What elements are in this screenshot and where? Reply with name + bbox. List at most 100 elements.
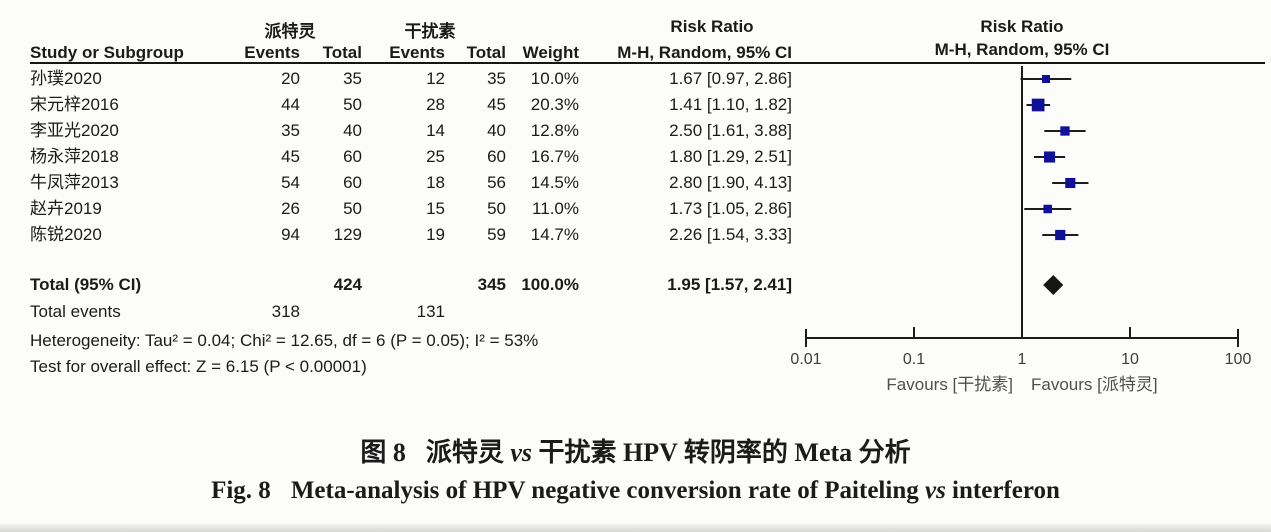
events-ctl-cell: 19 bbox=[426, 225, 445, 244]
total-ctl-cell: 40 bbox=[487, 121, 506, 140]
group-header-experimental: 派特灵 bbox=[264, 22, 316, 41]
total-events-exp: 318 bbox=[271, 302, 300, 321]
study-name: 宋元梓2016 bbox=[30, 95, 119, 114]
total-ci-text: 1.95 [1.57, 2.41] bbox=[667, 275, 792, 294]
study-marker bbox=[1043, 204, 1052, 214]
column-header-total-exp: Total bbox=[322, 43, 362, 62]
total-row: Total (95% CI) 424 345 100.0% 1.95 [1.57… bbox=[30, 272, 792, 298]
study-name: 李亚光2020 bbox=[30, 121, 119, 140]
ci-text-cell: 1.73 [1.05, 2.86] bbox=[669, 199, 792, 218]
ci-text-cell: 1.80 [1.29, 2.51] bbox=[669, 147, 792, 166]
weight-cell: 11.0% bbox=[532, 199, 579, 218]
events-exp-cell: 54 bbox=[281, 173, 300, 192]
events-ctl-cell: 25 bbox=[426, 147, 445, 166]
total-ctl-cell: 59 bbox=[487, 225, 506, 244]
study-name: 牛凤萍2013 bbox=[30, 173, 119, 192]
events-exp-cell: 45 bbox=[281, 147, 300, 166]
total-ctl-cell: 60 bbox=[487, 147, 506, 166]
axis-tick-label: 0.01 bbox=[790, 351, 821, 368]
summary-diamond bbox=[1043, 275, 1064, 295]
axis-tick-label: 1 bbox=[1018, 351, 1027, 368]
table-row: 李亚光2020 35 40 14 40 12.8% 2.50 [1.61, 3.88] bbox=[30, 118, 792, 144]
column-header-weight: Weight bbox=[522, 43, 579, 62]
total-total-exp: 424 bbox=[333, 275, 362, 294]
total-ctl-cell: 50 bbox=[487, 199, 506, 218]
study-name: 赵卉2019 bbox=[30, 199, 102, 218]
weight-cell: 20.3% bbox=[530, 95, 579, 114]
total-exp-cell: 50 bbox=[343, 199, 362, 218]
weight-cell: 12.8% bbox=[530, 121, 579, 140]
study-marker bbox=[1044, 151, 1056, 163]
total-events-ctl: 131 bbox=[416, 302, 445, 321]
total-exp-cell: 35 bbox=[343, 69, 362, 88]
events-ctl-cell: 14 bbox=[426, 121, 445, 140]
total-exp-cell: 60 bbox=[343, 147, 362, 166]
axis-tick-label: 10 bbox=[1121, 351, 1139, 368]
events-ctl-cell: 18 bbox=[426, 173, 445, 192]
events-exp-cell: 44 bbox=[281, 95, 300, 114]
study-marker bbox=[1055, 229, 1066, 241]
total-exp-cell: 50 bbox=[343, 95, 362, 114]
effect-header-plot: Risk Ratio bbox=[980, 17, 1064, 36]
table-row: 陈锐2020 94 129 19 59 14.7% 2.26 [1.54, 3.33] bbox=[30, 222, 792, 248]
events-exp-cell: 26 bbox=[281, 199, 300, 218]
total-weight: 100.0% bbox=[521, 275, 579, 294]
events-exp-cell: 20 bbox=[281, 69, 300, 88]
caption-english: Fig. 8 Meta-analysis of HPV negative conv… bbox=[211, 477, 1060, 504]
ci-text-cell: 2.80 [1.90, 4.13] bbox=[669, 173, 792, 192]
ci-text-cell: 1.41 [1.10, 1.82] bbox=[669, 95, 792, 114]
ci-text-cell: 2.50 [1.61, 3.88] bbox=[669, 121, 792, 140]
caption-chinese-number: 图 8 bbox=[360, 438, 406, 467]
table-row: 孙璞2020 20 35 12 35 10.0% 1.67 [0.97, 2.86] bbox=[30, 66, 792, 92]
weight-cell: 14.5% bbox=[530, 173, 579, 192]
column-header-study: Study or Subgroup bbox=[30, 43, 184, 62]
study-name: 杨永萍2018 bbox=[30, 147, 119, 166]
total-events-row: Total events 318 131 bbox=[30, 299, 792, 325]
column-header-total-ctl: Total bbox=[466, 43, 506, 62]
ci-text-cell: 2.26 [1.54, 3.33] bbox=[669, 225, 792, 244]
events-ctl-cell: 28 bbox=[426, 95, 445, 114]
weight-cell: 16.7% bbox=[530, 147, 579, 166]
total-ctl-cell: 45 bbox=[487, 95, 506, 114]
axis-tick-label: 100 bbox=[1225, 351, 1252, 368]
total-ctl-cell: 56 bbox=[487, 173, 506, 192]
total-label: Total (95% CI) bbox=[30, 275, 142, 294]
total-ctl-cell: 35 bbox=[487, 69, 506, 88]
study-name: 陈锐2020 bbox=[30, 225, 102, 244]
weight-cell: 14.7% bbox=[530, 225, 579, 244]
header-divider bbox=[30, 62, 1265, 64]
total-total-ctl: 345 bbox=[477, 275, 506, 294]
effect-header-text: Risk Ratio bbox=[670, 17, 754, 36]
caption-english-number: Fig. 8 bbox=[211, 477, 271, 504]
overall-effect-line: Test for overall effect: Z = 6.15 (P < 0… bbox=[30, 357, 367, 376]
caption-chinese: 图 8 派特灵 vs 干扰素 HPV 转阴率的 Meta 分析 bbox=[360, 438, 911, 467]
total-exp-cell: 40 bbox=[343, 121, 362, 140]
favours-left-label: Favours [干扰素] bbox=[886, 375, 1013, 394]
forest-plot-canvas: 0.01 0.1 1 10 100 Favours [干扰素] Favours [派特灵] bbox=[790, 66, 1252, 394]
group-header-control: 干扰素 bbox=[404, 22, 456, 41]
column-header-row: Study or Subgroup Events Total Events To… bbox=[30, 40, 792, 66]
table-row: 杨永萍2018 45 60 25 60 16.7% 1.80 [1.29, 2.51] bbox=[30, 144, 792, 170]
events-exp-cell: 35 bbox=[281, 121, 300, 140]
table-row: 牛凤萍2013 54 60 18 56 14.5% 2.80 [1.90, 4.13] bbox=[30, 170, 792, 196]
total-events-label: Total events bbox=[30, 302, 121, 321]
weight-cell: 10.0% bbox=[530, 69, 579, 88]
column-header-method-text: M-H, Random, 95% CI bbox=[617, 43, 792, 62]
total-exp-cell: 60 bbox=[343, 173, 362, 192]
column-header-events-ctl: Events bbox=[389, 43, 445, 62]
study-marker bbox=[1065, 177, 1076, 189]
events-ctl-cell: 15 bbox=[426, 199, 445, 218]
table-row: 宋元梓2016 44 50 28 45 20.3% 1.41 [1.10, 1.82] bbox=[30, 92, 792, 118]
study-marker bbox=[1060, 126, 1070, 136]
axis-tick-label: 0.1 bbox=[903, 351, 925, 368]
heterogeneity-line: Heterogeneity: Tau² = 0.04; Chi² = 12.65… bbox=[30, 331, 539, 350]
favours-right-label: Favours [派特灵] bbox=[1031, 375, 1158, 394]
total-exp-cell: 129 bbox=[333, 225, 362, 244]
events-ctl-cell: 12 bbox=[426, 69, 445, 88]
column-header-method-plot: M-H, Random, 95% CI bbox=[934, 40, 1110, 59]
events-exp-cell: 94 bbox=[281, 225, 300, 244]
scan-shadow bbox=[0, 524, 1271, 532]
study-name: 孙璞2020 bbox=[30, 69, 102, 88]
study-marker bbox=[1042, 75, 1051, 83]
